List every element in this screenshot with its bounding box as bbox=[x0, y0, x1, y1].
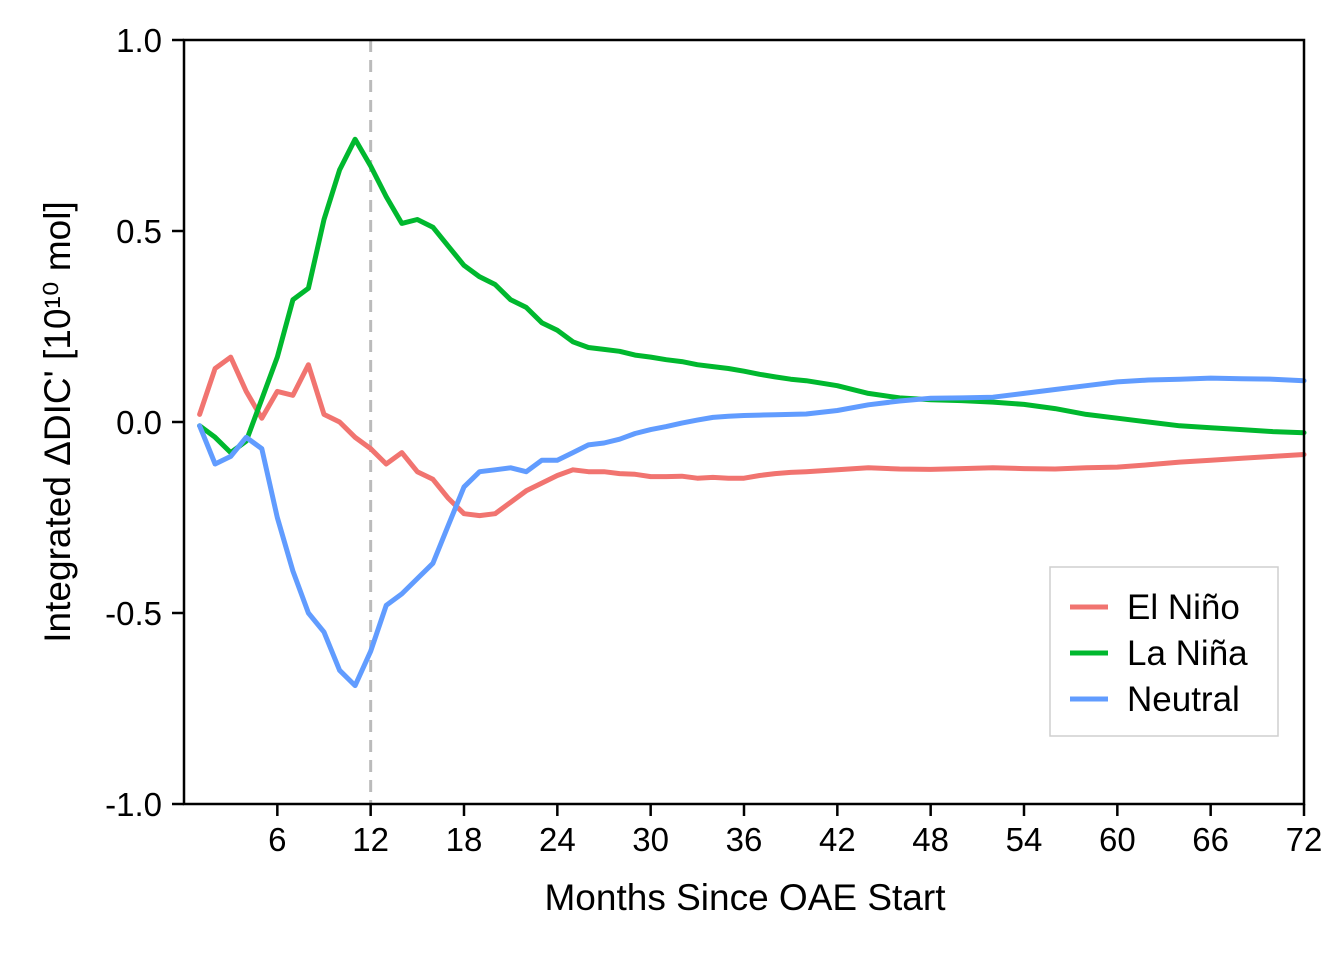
series-line-1 bbox=[197, 354, 1307, 519]
legend: El Niño La Niña Neutral bbox=[1049, 566, 1279, 737]
x-tick-label: 18 bbox=[446, 821, 483, 858]
legend-label: Neutral bbox=[1127, 680, 1240, 719]
x-tick-label: 42 bbox=[819, 821, 856, 858]
x-tick-label: 72 bbox=[1286, 821, 1323, 858]
series-line-3 bbox=[197, 375, 1307, 689]
x-tick-label: 54 bbox=[1006, 821, 1043, 858]
y-tick-label: -0.5 bbox=[105, 595, 162, 632]
x-tick-label: 60 bbox=[1099, 821, 1136, 858]
y-tick-label: -1.0 bbox=[105, 786, 162, 823]
y-tick-label: 1.0 bbox=[116, 22, 162, 59]
x-tick-label: 6 bbox=[268, 821, 286, 858]
x-tick-label: 30 bbox=[632, 821, 669, 858]
series-line-2 bbox=[197, 136, 1307, 456]
y-tick-label: 0.5 bbox=[116, 213, 162, 250]
x-tick-label: 66 bbox=[1192, 821, 1229, 858]
x-tick-label: 24 bbox=[539, 821, 576, 858]
x-tick-label: 12 bbox=[352, 821, 389, 858]
x-tick-label: 36 bbox=[726, 821, 763, 858]
legend-label: La Niña bbox=[1127, 634, 1248, 673]
axes: 6 12 18 24 30 36 42 48 54 60 66 72 -1.0 -0.5 0.0 0.5 1.0 bbox=[105, 22, 1322, 858]
x-tick-label: 48 bbox=[912, 821, 949, 858]
plot-area bbox=[197, 40, 1307, 804]
y-tick-label: 0.0 bbox=[116, 404, 162, 441]
y-axis-title: Integrated ΔDIC' [10¹⁰ mol] bbox=[37, 201, 78, 642]
legend-label: El Niño bbox=[1127, 588, 1240, 627]
x-axis-title: Months Since OAE Start bbox=[544, 877, 946, 918]
